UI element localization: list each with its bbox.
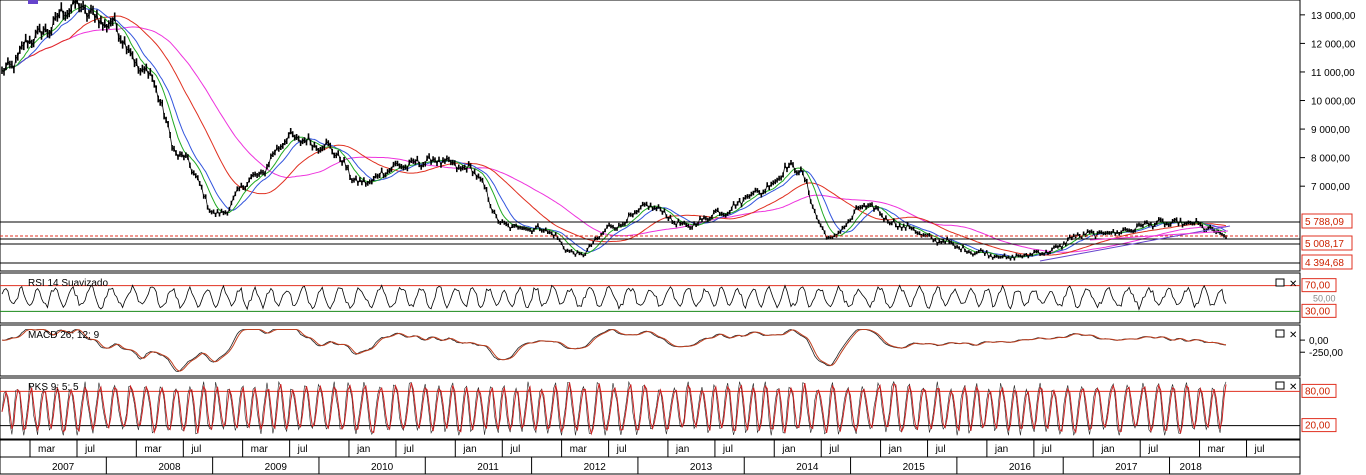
pks-line[interactable] [1, 382, 1227, 436]
main-price-panel[interactable] [0, 0, 1301, 272]
pks-level-label: 20,00 [1305, 421, 1330, 432]
pks-signal-line[interactable] [1, 380, 1227, 436]
month-label: jul [1254, 444, 1265, 455]
month-label: jul [297, 444, 308, 455]
price-axis-tick: 11 000,00 [1311, 68, 1355, 79]
level-box [1301, 235, 1353, 251]
year-label: 2007 [52, 462, 75, 473]
macd-axis-tick: -250,00 [1309, 348, 1343, 359]
legend-icon[interactable] [28, 0, 38, 4]
price-axis-tick: 10 000,00 [1311, 97, 1356, 108]
close-icon[interactable]: ✕ [1289, 382, 1297, 393]
rsi-level-box [1301, 303, 1337, 318]
year-label: 2013 [690, 462, 713, 473]
macd-panel-controls[interactable]: ✕ [1275, 329, 1297, 341]
pks-level-box [1301, 383, 1337, 398]
rsi-panel-controls[interactable]: ✕ [1275, 278, 1297, 290]
pks-title[interactable]: PKS 9; 5; 5 [28, 382, 79, 393]
month-label: jul [509, 444, 520, 455]
macd-title[interactable]: MACD 26; 12; 9 [28, 330, 100, 341]
rsi-panel[interactable] [0, 272, 1301, 324]
macd-panel[interactable] [0, 324, 1301, 377]
level-label: 4 394,68 [1305, 258, 1344, 269]
price-line[interactable] [1, 0, 1227, 260]
year-label: 2017 [1115, 462, 1138, 473]
maximize-icon[interactable] [1275, 381, 1285, 390]
month-label: jan [888, 444, 902, 455]
rsi-line[interactable] [1, 284, 1227, 311]
rsi-mid-label: 50,00 [1313, 294, 1336, 304]
month-label: mar [38, 444, 56, 455]
month-label: jul [935, 444, 946, 455]
price-axis-tick: 13 000,00 [1311, 11, 1356, 22]
year-label: 2008 [158, 462, 181, 473]
level-label: 5 788,09 [1305, 217, 1344, 228]
close-icon[interactable]: ✕ [1289, 279, 1297, 290]
year-label: 2014 [796, 462, 819, 473]
price-axis-tick: 12 000,00 [1311, 39, 1356, 50]
year-label: 2010 [371, 462, 394, 473]
pks-level-label: 80,00 [1305, 386, 1330, 397]
maximize-icon[interactable] [1275, 329, 1285, 338]
rsi-level-label: 30,00 [1305, 306, 1330, 317]
month-label: jul [828, 444, 839, 455]
year-label: 2015 [903, 462, 926, 473]
pks-panel[interactable] [0, 377, 1301, 440]
year-label: 2011 [477, 462, 499, 473]
pks-level-box [1301, 418, 1337, 433]
month-label: jul [190, 444, 201, 455]
year-label: 2009 [265, 462, 288, 473]
pks-panel-controls[interactable]: ✕ [1275, 381, 1297, 393]
maximize-icon[interactable] [1275, 278, 1285, 287]
trend-line-pink[interactable] [1089, 230, 1229, 241]
year-label: 2016 [1009, 462, 1032, 473]
trend-line[interactable] [1039, 225, 1231, 262]
month-label: jan [994, 444, 1008, 455]
month-label: mar [144, 444, 162, 455]
month-label: jul [84, 444, 95, 455]
month-label: jan [675, 444, 689, 455]
rsi-level-label: 70,00 [1305, 281, 1330, 292]
month-label: jan [781, 444, 795, 455]
month-label: jan [1100, 444, 1114, 455]
month-label: jul [403, 444, 414, 455]
level-label: 5 008,17 [1305, 239, 1344, 250]
month-label: jul [616, 444, 627, 455]
month-label: jul [1147, 444, 1158, 455]
macd-axis-tick: 0,00 [1309, 336, 1329, 347]
month-label: mar [1208, 444, 1226, 455]
month-label: jul [1041, 444, 1052, 455]
year-label: 2012 [584, 462, 607, 473]
macd-line[interactable] [1, 328, 1227, 372]
level-box [1301, 213, 1353, 229]
rsi-level-box [1301, 278, 1337, 293]
month-label: jul [722, 444, 733, 455]
price-axis-tick: 9 000,00 [1311, 125, 1350, 136]
price-axis-tick: 8 000,00 [1311, 154, 1350, 165]
price-axis-tick: 7 000,00 [1311, 182, 1350, 193]
close-icon[interactable]: ✕ [1289, 330, 1297, 341]
month-label: jan [356, 444, 370, 455]
ma-red-line[interactable] [1, 15, 1227, 256]
month-label: jan [462, 444, 476, 455]
level-box [1301, 254, 1353, 270]
rsi-title[interactable]: RSI 14 Suavizado [28, 278, 108, 289]
month-label: mar [570, 444, 588, 455]
year-label: 2018 [1180, 462, 1203, 473]
month-label: mar [251, 444, 269, 455]
